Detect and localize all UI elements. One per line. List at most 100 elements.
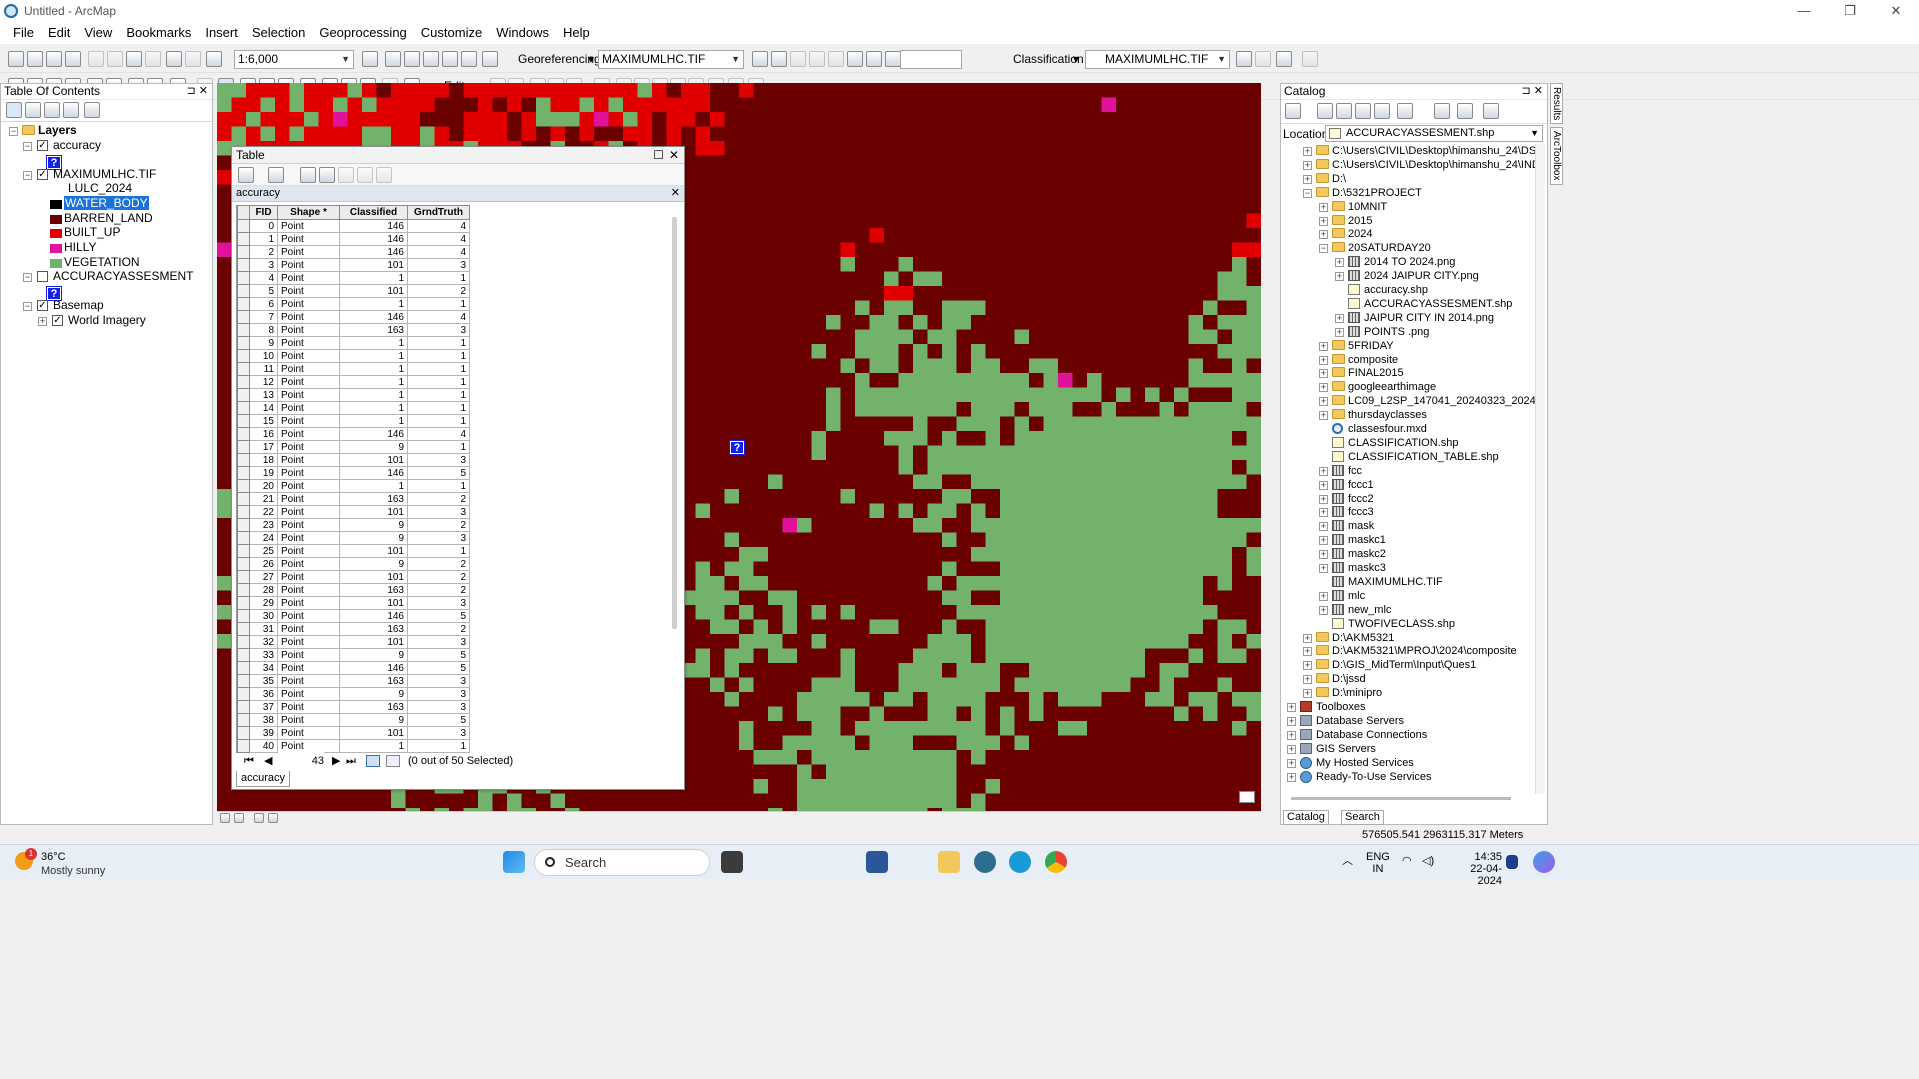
task-view-icon[interactable]: [721, 851, 743, 873]
menu-geoprocessing[interactable]: Geoprocessing: [319, 25, 407, 40]
expand-icon[interactable]: +: [1319, 549, 1328, 560]
record-number-input[interactable]: 43: [278, 752, 324, 770]
row-selector[interactable]: [237, 427, 250, 441]
menu-insert[interactable]: Insert: [205, 25, 238, 40]
table-row[interactable]: 37 Point 163 3: [237, 700, 470, 714]
legend-class-hilly[interactable]: HILLY: [64, 240, 97, 254]
row-selector[interactable]: [237, 739, 250, 753]
expand-icon[interactable]: +: [1287, 771, 1296, 782]
expand-icon[interactable]: +: [1303, 674, 1312, 685]
zoom-to-selected-icon[interactable]: [357, 167, 373, 183]
list-by-selection-icon[interactable]: [63, 102, 79, 118]
table-row[interactable]: 5 Point 101 2: [237, 284, 470, 298]
catalog-item[interactable]: 2014 TO 2024.png: [1364, 256, 1456, 269]
clock[interactable]: 14:35 22-04-2024: [1448, 851, 1502, 887]
catalog-item[interactable]: C:\Users\CIVIL\Desktop\himanshu_24\IND_a…: [1332, 158, 1535, 171]
collapse-icon[interactable]: −: [23, 170, 32, 180]
catalog-item[interactable]: maskc2: [1348, 548, 1386, 561]
catalog-options-icon[interactable]: [1483, 103, 1499, 119]
catalog-item[interactable]: maskc1: [1348, 534, 1386, 547]
table-row[interactable]: 4 Point 1 1: [237, 271, 470, 285]
expand-icon[interactable]: +: [1319, 340, 1328, 351]
link-table-icon[interactable]: [847, 51, 863, 67]
expand-icon[interactable]: +: [1335, 326, 1344, 337]
chrome-browser-icon[interactable]: [1045, 851, 1067, 873]
table-row[interactable]: 31 Point 163 2: [237, 622, 470, 636]
new-document-icon[interactable]: [8, 51, 24, 67]
catalog-item[interactable]: 5FRIDAY: [1348, 339, 1394, 352]
data-view-icon[interactable]: [220, 813, 230, 823]
catalog-item[interactable]: D:\: [1332, 172, 1347, 185]
layer-checkbox-basemap[interactable]: ✓: [37, 300, 48, 311]
editor-toolbar-icon[interactable]: [362, 51, 378, 67]
table-row[interactable]: 8 Point 163 3: [237, 323, 470, 337]
catalog-item[interactable]: mlc: [1348, 589, 1366, 602]
table-row[interactable]: 13 Point 1 1: [237, 388, 470, 402]
row-selector[interactable]: [237, 310, 250, 324]
row-selector[interactable]: [237, 479, 250, 493]
expand-icon[interactable]: +: [1335, 257, 1344, 268]
table-row[interactable]: 26 Point 9 2: [237, 557, 470, 571]
georef-value-field[interactable]: [900, 50, 962, 69]
connect-folder-icon[interactable]: [1434, 103, 1450, 119]
table-row[interactable]: 6 Point 1 1: [237, 297, 470, 311]
catalog-item[interactable]: Ready-To-Use Services: [1316, 770, 1432, 783]
home-folder-icon[interactable]: [1355, 103, 1371, 119]
map-tips-icon[interactable]: [1239, 791, 1255, 803]
catalog-item[interactable]: D:\5321PROJECT: [1332, 186, 1422, 199]
expand-icon[interactable]: +: [1287, 715, 1296, 726]
last-record-icon[interactable]: ⏭: [346, 755, 356, 767]
scale-icon[interactable]: [828, 51, 844, 67]
next-record-icon[interactable]: ▶: [332, 755, 341, 767]
collapse-icon[interactable]: −: [1319, 243, 1328, 254]
menu-file[interactable]: File: [13, 25, 34, 40]
row-selector[interactable]: [237, 349, 250, 363]
model-builder-icon[interactable]: [482, 51, 498, 67]
histogram-icon[interactable]: [885, 51, 901, 67]
list-by-source-icon[interactable]: [25, 102, 41, 118]
table-row[interactable]: 28 Point 163 2: [237, 583, 470, 597]
table-vertical-scrollbar[interactable]: [672, 217, 677, 629]
catalog-item[interactable]: My Hosted Services: [1316, 756, 1414, 769]
clear-table-selection-icon[interactable]: [338, 167, 354, 183]
expand-icon[interactable]: +: [1319, 521, 1328, 532]
close-icon[interactable]: ✕: [668, 148, 679, 162]
classification-menu[interactable]: Classification: [1013, 52, 1084, 66]
row-selector[interactable]: [237, 687, 250, 701]
delete-icon[interactable]: [145, 51, 161, 67]
row-selector[interactable]: [237, 700, 250, 714]
row-selector[interactable]: [237, 726, 250, 740]
expand-icon[interactable]: +: [1287, 743, 1296, 754]
expand-icon[interactable]: +: [1319, 354, 1328, 365]
expand-icon[interactable]: +: [1319, 201, 1328, 212]
row-selector[interactable]: [237, 362, 250, 376]
first-record-icon[interactable]: ⏮: [244, 755, 254, 767]
table-row[interactable]: 20 Point 1 1: [237, 479, 470, 493]
training-sample-manager-icon[interactable]: [1236, 51, 1252, 67]
row-selector[interactable]: [237, 518, 250, 532]
toc-window-icon[interactable]: [385, 51, 401, 67]
close-button[interactable]: ✕: [1890, 3, 1902, 18]
column-header-shape[interactable]: Shape *: [277, 205, 340, 220]
show-selected-records-icon[interactable]: [386, 755, 400, 767]
catalog-item[interactable]: POINTS .png: [1364, 325, 1430, 338]
layer-accuracyassesment[interactable]: ACCURACYASSESMENT: [53, 269, 194, 283]
table-row[interactable]: 29 Point 101 3: [237, 596, 470, 610]
row-selector[interactable]: [237, 388, 250, 402]
menu-windows[interactable]: Windows: [496, 25, 549, 40]
row-selector[interactable]: [237, 557, 250, 571]
table-row[interactable]: 19 Point 146 5: [237, 466, 470, 480]
word-app-icon[interactable]: [866, 851, 888, 873]
table-row[interactable]: 30 Point 146 5: [237, 609, 470, 623]
table-row[interactable]: 40 Point 1 1: [237, 739, 470, 753]
copilot-icon[interactable]: [1533, 851, 1555, 873]
catalog-item[interactable]: fccc1: [1348, 478, 1374, 491]
redo-icon[interactable]: [185, 51, 201, 67]
table-row[interactable]: 0 Point 146 4: [237, 219, 470, 233]
cut-icon[interactable]: [88, 51, 104, 67]
table-row[interactable]: 27 Point 101 2: [237, 570, 470, 584]
table-row[interactable]: 7 Point 146 4: [237, 310, 470, 324]
row-selector[interactable]: [237, 674, 250, 688]
toc-options-icon[interactable]: [84, 102, 100, 118]
menu-edit[interactable]: Edit: [47, 25, 71, 40]
